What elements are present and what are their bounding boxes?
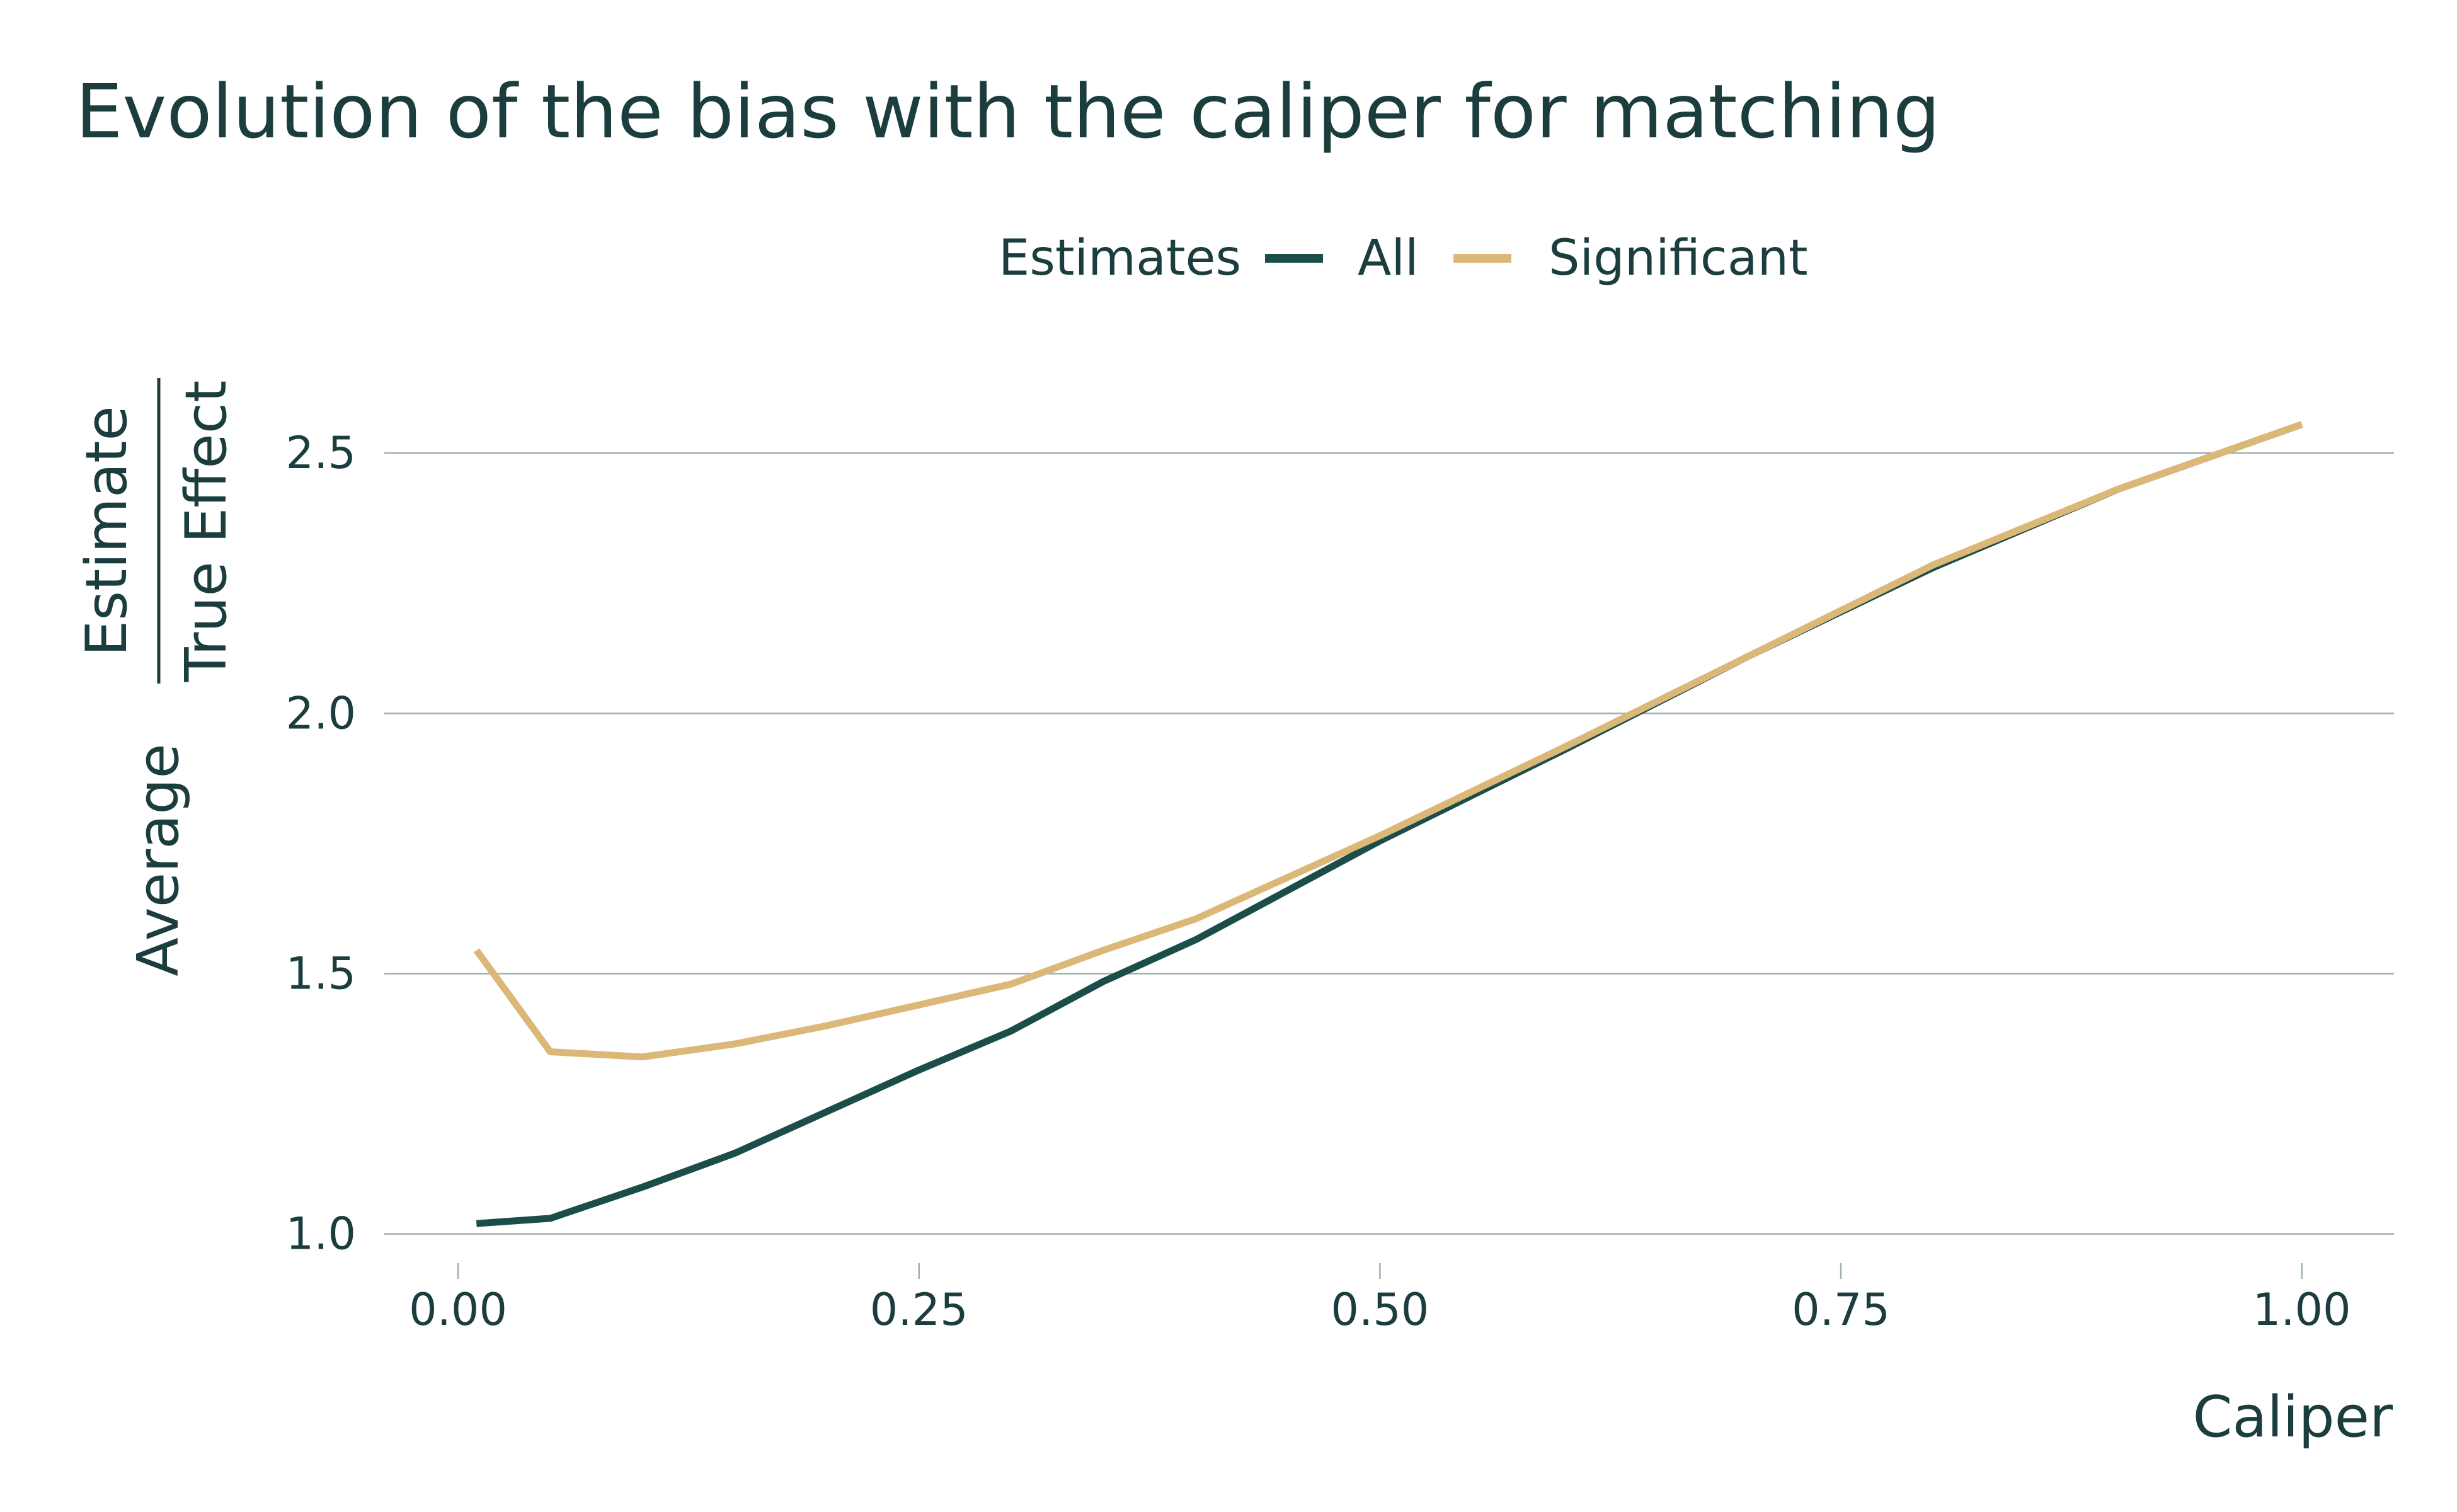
legend-label-significant: Significant bbox=[1549, 230, 1808, 287]
y-tick-label: 2.5 bbox=[286, 427, 356, 479]
x-tick-label: 0.50 bbox=[1331, 1284, 1429, 1336]
y-axis-title: Average Estimate True Effect bbox=[74, 378, 239, 976]
y-tick-label: 2.0 bbox=[286, 687, 356, 739]
y-tick-label: 1.0 bbox=[286, 1208, 356, 1260]
chart-title: Evolution of the bias with the caliper f… bbox=[76, 68, 1940, 155]
y-axis-title-denominator: True Effect bbox=[173, 381, 239, 683]
y-axis-ticks: 1.0 1.5 2.0 2.5 bbox=[286, 427, 356, 1260]
y-axis-title-prefix: Average bbox=[125, 743, 192, 976]
gridlines bbox=[384, 452, 2394, 1235]
y-axis-title-numerator: Estimate bbox=[74, 406, 140, 656]
legend-title: Estimates bbox=[999, 230, 1241, 287]
x-tick-label: 0.00 bbox=[409, 1284, 507, 1336]
x-axis-title: Caliper bbox=[2192, 1384, 2393, 1450]
y-tick-label: 1.5 bbox=[286, 948, 356, 1000]
series-line-all bbox=[476, 421, 2303, 1227]
x-tick-label: 1.00 bbox=[2253, 1284, 2351, 1336]
plot-area bbox=[473, 421, 2303, 1227]
legend: Estimates All Significant bbox=[999, 230, 1808, 287]
x-axis-ticks: 0.00 0.25 0.50 0.75 1.00 bbox=[409, 1263, 2351, 1336]
series-line-significant bbox=[473, 421, 2303, 1061]
legend-label-all: All bbox=[1358, 230, 1419, 287]
x-tick-label: 0.75 bbox=[1792, 1284, 1890, 1336]
x-tick-label: 0.25 bbox=[870, 1284, 968, 1336]
